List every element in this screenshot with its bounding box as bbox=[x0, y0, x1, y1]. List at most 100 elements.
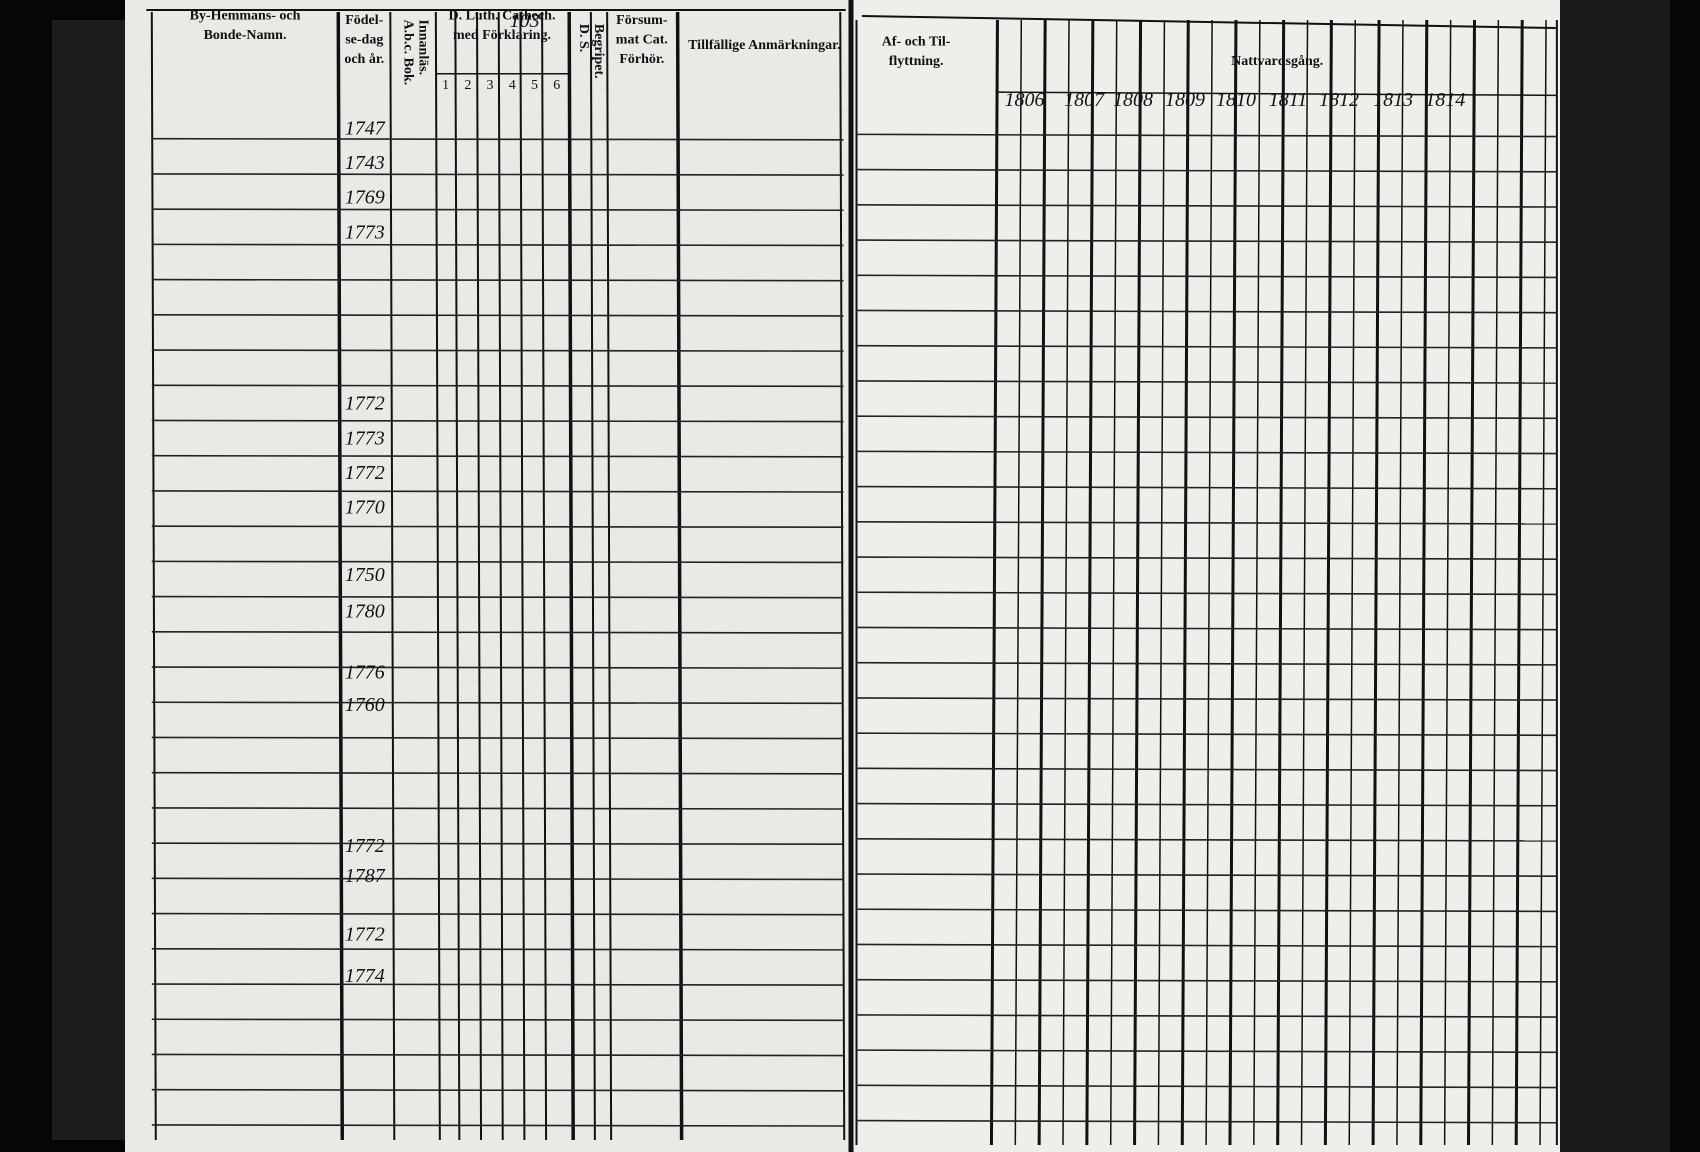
rule-horizontal bbox=[151, 595, 844, 599]
rule-vertical bbox=[1419, 19, 1429, 1146]
rule-horizontal bbox=[151, 1124, 844, 1127]
rule-vertical bbox=[675, 11, 684, 1141]
column-header: med Förklaring. bbox=[453, 28, 551, 43]
rule-vertical bbox=[1037, 19, 1047, 1146]
birth-year: 1750 bbox=[345, 564, 385, 586]
rule-horizontal bbox=[151, 243, 844, 247]
rule-horizontal bbox=[151, 912, 844, 916]
birth-year: 1772 bbox=[345, 924, 385, 946]
column-header: Bonde-Namn. bbox=[204, 28, 287, 43]
birth-year: 1769 bbox=[345, 187, 385, 209]
birth-year: 1774 bbox=[345, 965, 385, 987]
rule-horizontal bbox=[856, 1014, 1557, 1018]
rule-horizontal bbox=[856, 978, 1557, 983]
rule-vertical bbox=[336, 11, 345, 1141]
column-header: Af- och Til- bbox=[882, 35, 951, 50]
rule-vertical bbox=[1205, 19, 1213, 1146]
rule-horizontal bbox=[856, 274, 1557, 279]
birth-year: 1743 bbox=[345, 152, 385, 174]
rule-horizontal bbox=[856, 168, 1557, 173]
rule-horizontal bbox=[856, 802, 1557, 807]
rule-vertical bbox=[454, 11, 461, 1141]
rule-horizontal bbox=[856, 521, 1557, 525]
birth-year: 1772 bbox=[345, 462, 385, 484]
communion-year: 1811 bbox=[1269, 89, 1308, 111]
rule-horizontal bbox=[151, 948, 844, 951]
rule-horizontal bbox=[151, 736, 844, 740]
rule-horizontal bbox=[856, 908, 1557, 913]
column-header: Tillfällige Anmärkningar. bbox=[688, 38, 840, 53]
rule-horizontal bbox=[151, 419, 844, 423]
column-header: D. S. bbox=[576, 24, 591, 52]
rule-horizontal bbox=[151, 1018, 844, 1022]
birth-year: 1747 bbox=[345, 117, 386, 139]
catechism-part: 6 bbox=[553, 78, 560, 93]
rule-horizontal bbox=[151, 701, 844, 705]
content: 103 By-Hemmans- och Bonde-Namn. Födel-se-da… bbox=[190, 9, 1466, 987]
rule-vertical bbox=[589, 11, 596, 1141]
rule-vertical bbox=[1180, 19, 1190, 1146]
rule-vertical bbox=[839, 11, 846, 1141]
birth-year: 1760 bbox=[345, 694, 385, 716]
rule-horizontal bbox=[151, 560, 844, 564]
rule-vertical bbox=[567, 11, 575, 1141]
communion-year: 1810 bbox=[1216, 89, 1256, 111]
communion-year: 1814 bbox=[1425, 89, 1465, 111]
rule-horizontal bbox=[151, 314, 844, 317]
rule-horizontal bbox=[856, 239, 1557, 244]
birth-year: 1772 bbox=[345, 835, 385, 857]
rule-horizontal bbox=[151, 807, 844, 810]
rule-horizontal bbox=[151, 454, 844, 458]
rule-horizontal bbox=[151, 525, 844, 529]
rule-horizontal bbox=[997, 91, 1557, 97]
column-header: Nattvardsgång. bbox=[1231, 54, 1323, 69]
rule-vertical bbox=[1085, 19, 1095, 1146]
rule-horizontal bbox=[151, 173, 844, 176]
rule-horizontal bbox=[856, 591, 1557, 596]
column-header: Försum- bbox=[616, 13, 668, 28]
column-header: flyttning. bbox=[889, 54, 944, 69]
rule-horizontal bbox=[151, 208, 844, 212]
page-number: 103 bbox=[510, 10, 540, 32]
rule-horizontal bbox=[856, 485, 1557, 490]
rule-horizontal bbox=[856, 697, 1557, 701]
rule-vertical bbox=[1133, 19, 1143, 1146]
rule-horizontal bbox=[856, 415, 1557, 420]
rule-horizontal bbox=[151, 278, 844, 282]
catechism-part: 3 bbox=[487, 78, 494, 93]
rule-top bbox=[861, 15, 1556, 29]
rule-vertical bbox=[1228, 19, 1238, 1146]
rule-horizontal bbox=[856, 344, 1557, 349]
birth-year: 1787 bbox=[345, 865, 386, 887]
rule-horizontal bbox=[856, 943, 1557, 948]
communion-year: 1808 bbox=[1113, 89, 1153, 111]
rule-vertical bbox=[1014, 19, 1023, 1146]
rule-horizontal bbox=[856, 873, 1557, 877]
column-header: Begripet. bbox=[591, 24, 606, 79]
rule-horizontal bbox=[856, 556, 1557, 561]
rule-horizontal bbox=[151, 1088, 844, 1092]
rule-vertical bbox=[1109, 19, 1118, 1146]
column-header: A.b.c. Bok. bbox=[400, 20, 415, 86]
book-edge bbox=[1560, 0, 1670, 1152]
rule-vertical bbox=[1276, 19, 1286, 1146]
rule-horizontal bbox=[856, 1084, 1557, 1089]
rule-vertical bbox=[541, 11, 548, 1141]
communion-year: 1807 bbox=[1064, 89, 1105, 111]
rule-vertical bbox=[497, 11, 504, 1141]
ruled-grid bbox=[146, 9, 1558, 1146]
communion-year: 1806 bbox=[1005, 89, 1045, 111]
birth-year: 1773 bbox=[345, 221, 385, 243]
rule-horizontal bbox=[856, 380, 1557, 384]
rule-vertical bbox=[1062, 19, 1070, 1146]
rule-vertical bbox=[1300, 19, 1309, 1146]
rule-vertical bbox=[1396, 19, 1404, 1146]
rule-horizontal bbox=[151, 1053, 844, 1057]
rule-horizontal bbox=[856, 309, 1557, 314]
column-header: By-Hemmans- och bbox=[190, 9, 301, 24]
rule-vertical bbox=[989, 19, 999, 1146]
communion-year: 1813 bbox=[1373, 89, 1413, 111]
rule-vertical bbox=[476, 11, 483, 1141]
rule-vertical bbox=[519, 11, 526, 1141]
rule-vertical bbox=[434, 11, 441, 1141]
